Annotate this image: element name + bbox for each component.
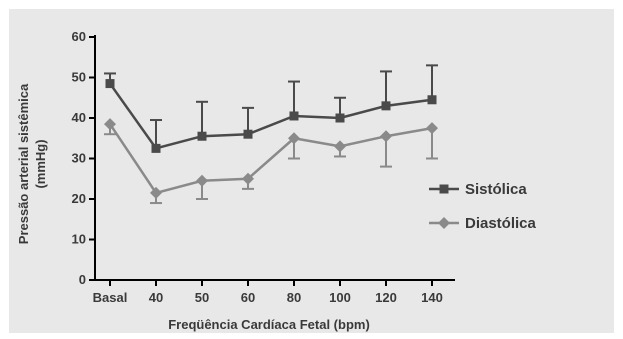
data-point	[196, 174, 208, 187]
series-2	[104, 118, 438, 205]
x-tick-label: 100	[329, 290, 351, 305]
y-tick-label: 30	[72, 151, 86, 166]
x-tick-label: 40	[149, 290, 163, 305]
chart: 0 10 20 30 40 50 60 Basal 40 50 60 80 100 120 140 Sist…	[16, 29, 537, 332]
legend-label: Diastólica	[465, 215, 537, 232]
data-point	[381, 101, 391, 111]
series-1	[104, 64, 438, 153]
data-point	[334, 140, 346, 153]
y-axis-title-line2: (mmHg)	[33, 139, 48, 188]
axes: 0 10 20 30 40 50 60 Basal 40 50 60 80 100 120 140	[72, 29, 455, 305]
data-point	[426, 122, 438, 135]
series-line	[108, 82, 433, 150]
data-point	[242, 172, 254, 185]
y-axis-title-line1: Pressão arterial sistêmica	[16, 83, 31, 244]
x-tick-label: 50	[195, 290, 209, 305]
data-point	[197, 131, 207, 141]
data-point	[150, 186, 162, 199]
x-tick-label: 140	[421, 290, 443, 305]
data-point	[151, 143, 161, 153]
y-tick-label: 40	[72, 110, 86, 125]
data-point	[335, 113, 345, 123]
y-tick-label: 10	[72, 232, 86, 247]
data-point	[104, 118, 116, 131]
x-tick-label: 60	[241, 290, 255, 305]
series-layer	[104, 64, 438, 205]
x-axis-title: Freqüência Cardíaca Fetal (bpm)	[168, 317, 370, 332]
legend-marker	[438, 217, 450, 229]
y-tick-label: 20	[72, 191, 86, 206]
legend-marker	[439, 184, 449, 194]
data-point	[243, 129, 253, 139]
series-line	[108, 123, 433, 195]
y-tick-label: 0	[79, 272, 86, 287]
x-tick-label: Basal	[93, 290, 128, 305]
x-tick-label: 120	[375, 290, 397, 305]
data-point	[427, 95, 437, 105]
data-point	[105, 79, 115, 89]
legend: Sistólica Diastólica	[429, 181, 537, 232]
x-tick-label: 80	[287, 290, 301, 305]
data-point	[380, 130, 392, 143]
chart-panel: 0 10 20 30 40 50 60 Basal 40 50 60 80 100 120 140 Sist…	[9, 9, 614, 333]
data-point	[289, 111, 299, 121]
y-tick-label: 60	[72, 29, 86, 44]
legend-label: Sistólica	[465, 181, 527, 198]
data-point	[288, 132, 300, 145]
y-tick-label: 50	[72, 70, 86, 85]
